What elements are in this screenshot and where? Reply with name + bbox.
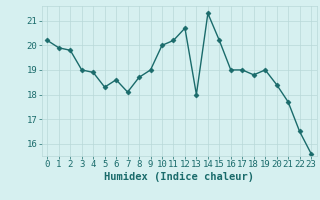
X-axis label: Humidex (Indice chaleur): Humidex (Indice chaleur): [104, 172, 254, 182]
